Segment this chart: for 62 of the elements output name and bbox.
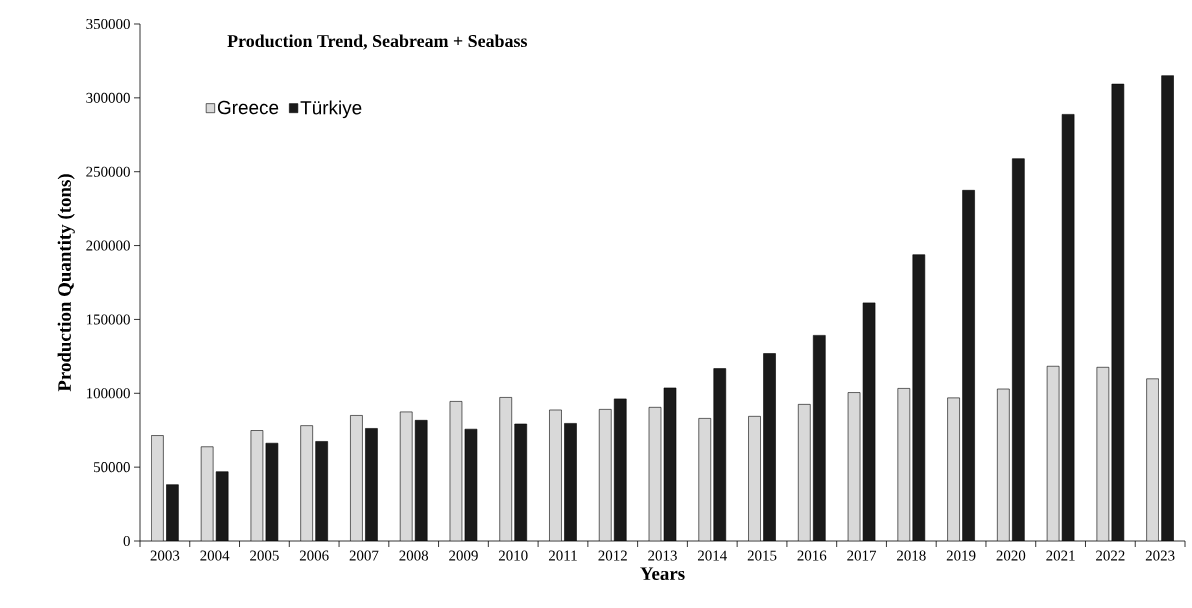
- x-tick-label: 2014: [697, 550, 727, 561]
- bar: [414, 420, 428, 541]
- y-tick-label: 0: [123, 535, 130, 547]
- y-tick-label: 250000: [86, 166, 130, 177]
- x-tick-label: 2009: [449, 550, 478, 561]
- bar: [315, 441, 328, 541]
- x-tick-label: 2004: [200, 550, 230, 561]
- x-tick-label: 2008: [399, 550, 429, 561]
- text: Production Trend, Seabream + Seabass: [227, 34, 528, 50]
- bar: [698, 418, 712, 541]
- bar: [365, 428, 378, 541]
- bar: [350, 415, 363, 541]
- bar: [151, 435, 164, 541]
- bar: [997, 388, 1010, 541]
- bar: [549, 409, 562, 541]
- y-tick-label: 350000: [86, 18, 130, 30]
- x-tick-label: 2020: [996, 550, 1026, 561]
- bar: [748, 416, 761, 541]
- x-tick-label: 2018: [897, 550, 926, 561]
- bar: [166, 484, 179, 541]
- bar: [763, 353, 776, 541]
- x-tick-label: 2023: [1145, 550, 1175, 561]
- bar: [897, 388, 911, 541]
- y-tick-label: 200000: [86, 240, 130, 251]
- legend-label: Türkiye: [300, 100, 362, 119]
- x-tick-label: 2019: [946, 550, 976, 561]
- bar: [1146, 378, 1159, 541]
- x-axis-title: Years: [640, 567, 685, 581]
- bar: [713, 368, 727, 541]
- x-tick-label: 2012: [598, 550, 627, 561]
- x-tick-label: 2010: [498, 550, 528, 561]
- y-tick-label: 50000: [94, 462, 130, 473]
- x-tick-label: 2011: [548, 550, 577, 561]
- bar: [797, 404, 811, 541]
- x-tick-label: 2021: [1046, 550, 1075, 561]
- y-tick-label: 300000: [86, 92, 130, 103]
- x-tick-label: 2003: [150, 550, 180, 561]
- x-tick-label: 2007: [349, 550, 379, 561]
- bar: [1161, 75, 1174, 541]
- bar: [613, 398, 627, 541]
- bar: [499, 397, 513, 541]
- bar: [912, 254, 926, 541]
- y-tick-label: 150000: [86, 314, 130, 325]
- bar: [564, 423, 577, 541]
- x-tick-label: 2006: [299, 550, 329, 561]
- x-tick-label: 2022: [1096, 550, 1125, 561]
- x-tick-label: 2016: [797, 550, 827, 561]
- x-tick-label: 2015: [747, 550, 777, 561]
- legend-label: Greece: [217, 100, 279, 115]
- bar: [399, 411, 413, 541]
- bar: [962, 190, 975, 541]
- y-tick-label: 100000: [86, 388, 130, 399]
- bar: [300, 425, 313, 541]
- bar: [812, 335, 826, 541]
- bar: [1012, 158, 1025, 541]
- x-tick-label: 2013: [648, 550, 677, 561]
- bar: [947, 397, 960, 541]
- y-axis-title: Production Quantity (tons): [57, 174, 75, 392]
- x-tick-label: 2005: [250, 550, 279, 561]
- bar: [514, 423, 528, 541]
- bar: [598, 409, 612, 541]
- x-tick-label: 2017: [847, 550, 877, 561]
